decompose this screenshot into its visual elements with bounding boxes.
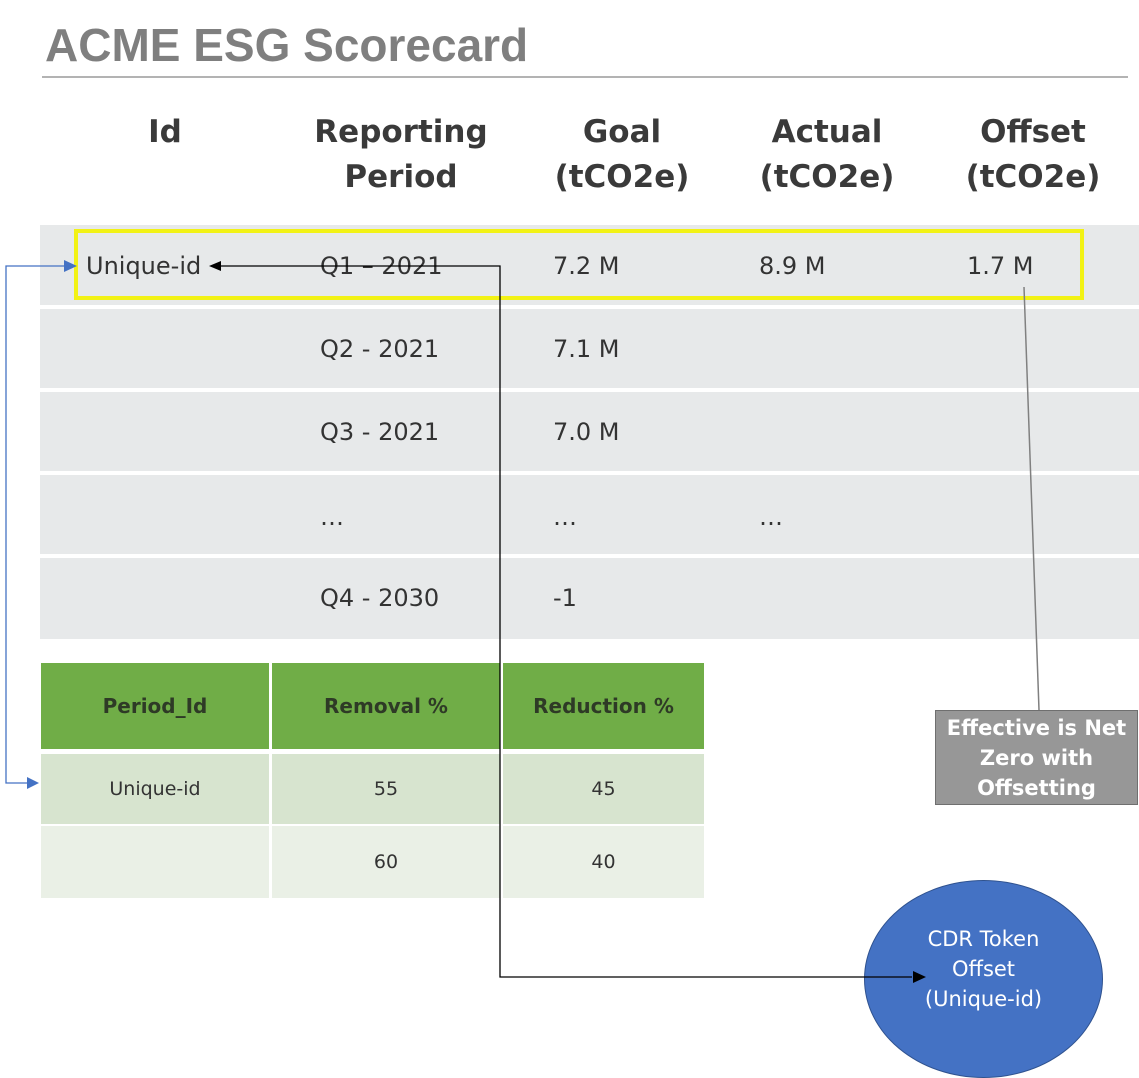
split-header-reduction: Reduction %	[503, 663, 704, 749]
token-line-3: (Unique-id)	[924, 987, 1043, 1011]
highlight-box	[74, 229, 1084, 300]
split-cell-reduction: 45	[503, 754, 704, 824]
scorecard-row: … … …	[40, 475, 1139, 554]
row-actual-cell: 8.9 M	[759, 252, 826, 280]
header-period-line-1: Reporting	[314, 114, 488, 150]
row-period-cell: Q2 - 2021	[320, 335, 440, 363]
arrowhead-blue-bottom-icon	[27, 777, 39, 789]
split-header-period-id: Period_Id	[41, 663, 269, 749]
header-goal: Goal (tCO2e)	[532, 110, 712, 200]
row-goal-cell: 7.0 M	[553, 418, 620, 446]
row-id-cell: Unique-id	[86, 252, 202, 280]
header-reporting-period: Reporting Period	[286, 110, 516, 200]
cdr-token-circle	[864, 880, 1103, 1078]
header-offset: Offset (tCO2e)	[943, 110, 1123, 200]
row-period-cell: …	[320, 503, 344, 531]
row-goal-cell: -1	[553, 584, 577, 612]
header-offset-line-1: Offset	[980, 114, 1086, 150]
note-line-1: Effective is Net	[946, 716, 1127, 740]
row-period-cell: Q3 - 2021	[320, 418, 440, 446]
header-actual-line-1: Actual	[771, 114, 883, 150]
note-line-2: Zero with	[979, 746, 1094, 770]
scorecard-row: Q4 - 2030 -1	[40, 558, 1139, 639]
split-cell-removal: 60	[272, 826, 500, 898]
title-divider	[42, 76, 1128, 78]
header-id: Id	[105, 110, 225, 200]
period-id-link-line	[5, 265, 66, 784]
split-cell-reduction: 40	[503, 826, 704, 898]
arrowhead-blue-top-icon	[64, 260, 77, 272]
header-id-line-1: Id	[148, 114, 182, 150]
note-line-3: Offsetting	[977, 776, 1096, 800]
row-goal-cell: 7.1 M	[553, 335, 620, 363]
page-title: ACME ESG Scorecard	[45, 19, 529, 71]
note-callout-line	[1023, 286, 1040, 711]
row-goal-cell: …	[553, 503, 577, 531]
token-line-1: CDR Token	[927, 927, 1040, 951]
token-line-2: Offset	[951, 957, 1016, 981]
cdr-token-label: CDR Token Offset (Unique-id)	[864, 924, 1103, 1014]
scorecard-row: Q3 - 2021 7.0 M	[40, 392, 1139, 471]
header-actual: Actual (tCO2e)	[737, 110, 917, 200]
row-goal-cell: 7.2 M	[553, 252, 620, 280]
split-cell-removal: 55	[272, 754, 500, 824]
split-cell-period-id: Unique-id	[41, 754, 269, 824]
header-goal-line-2: (tCO2e)	[554, 159, 690, 195]
split-cell-period-id	[41, 826, 269, 898]
header-actual-line-2: (tCO2e)	[759, 159, 895, 195]
header-goal-line-1: Goal	[582, 114, 662, 150]
arrowhead-left-icon	[209, 261, 221, 271]
row-offset-cell: 1.7 M	[967, 252, 1034, 280]
token-link-line	[218, 265, 912, 978]
split-header-removal: Removal %	[272, 663, 500, 749]
header-offset-line-2: (tCO2e)	[965, 159, 1101, 195]
arrowhead-right-icon	[913, 971, 926, 983]
header-period-line-2: Period	[344, 159, 458, 195]
net-zero-note: Effective is Net Zero with Offsetting	[935, 710, 1138, 805]
row-actual-cell: …	[759, 503, 783, 531]
scorecard-row: Q2 - 2021 7.1 M	[40, 309, 1139, 388]
row-period-cell: Q4 - 2030	[320, 584, 440, 612]
